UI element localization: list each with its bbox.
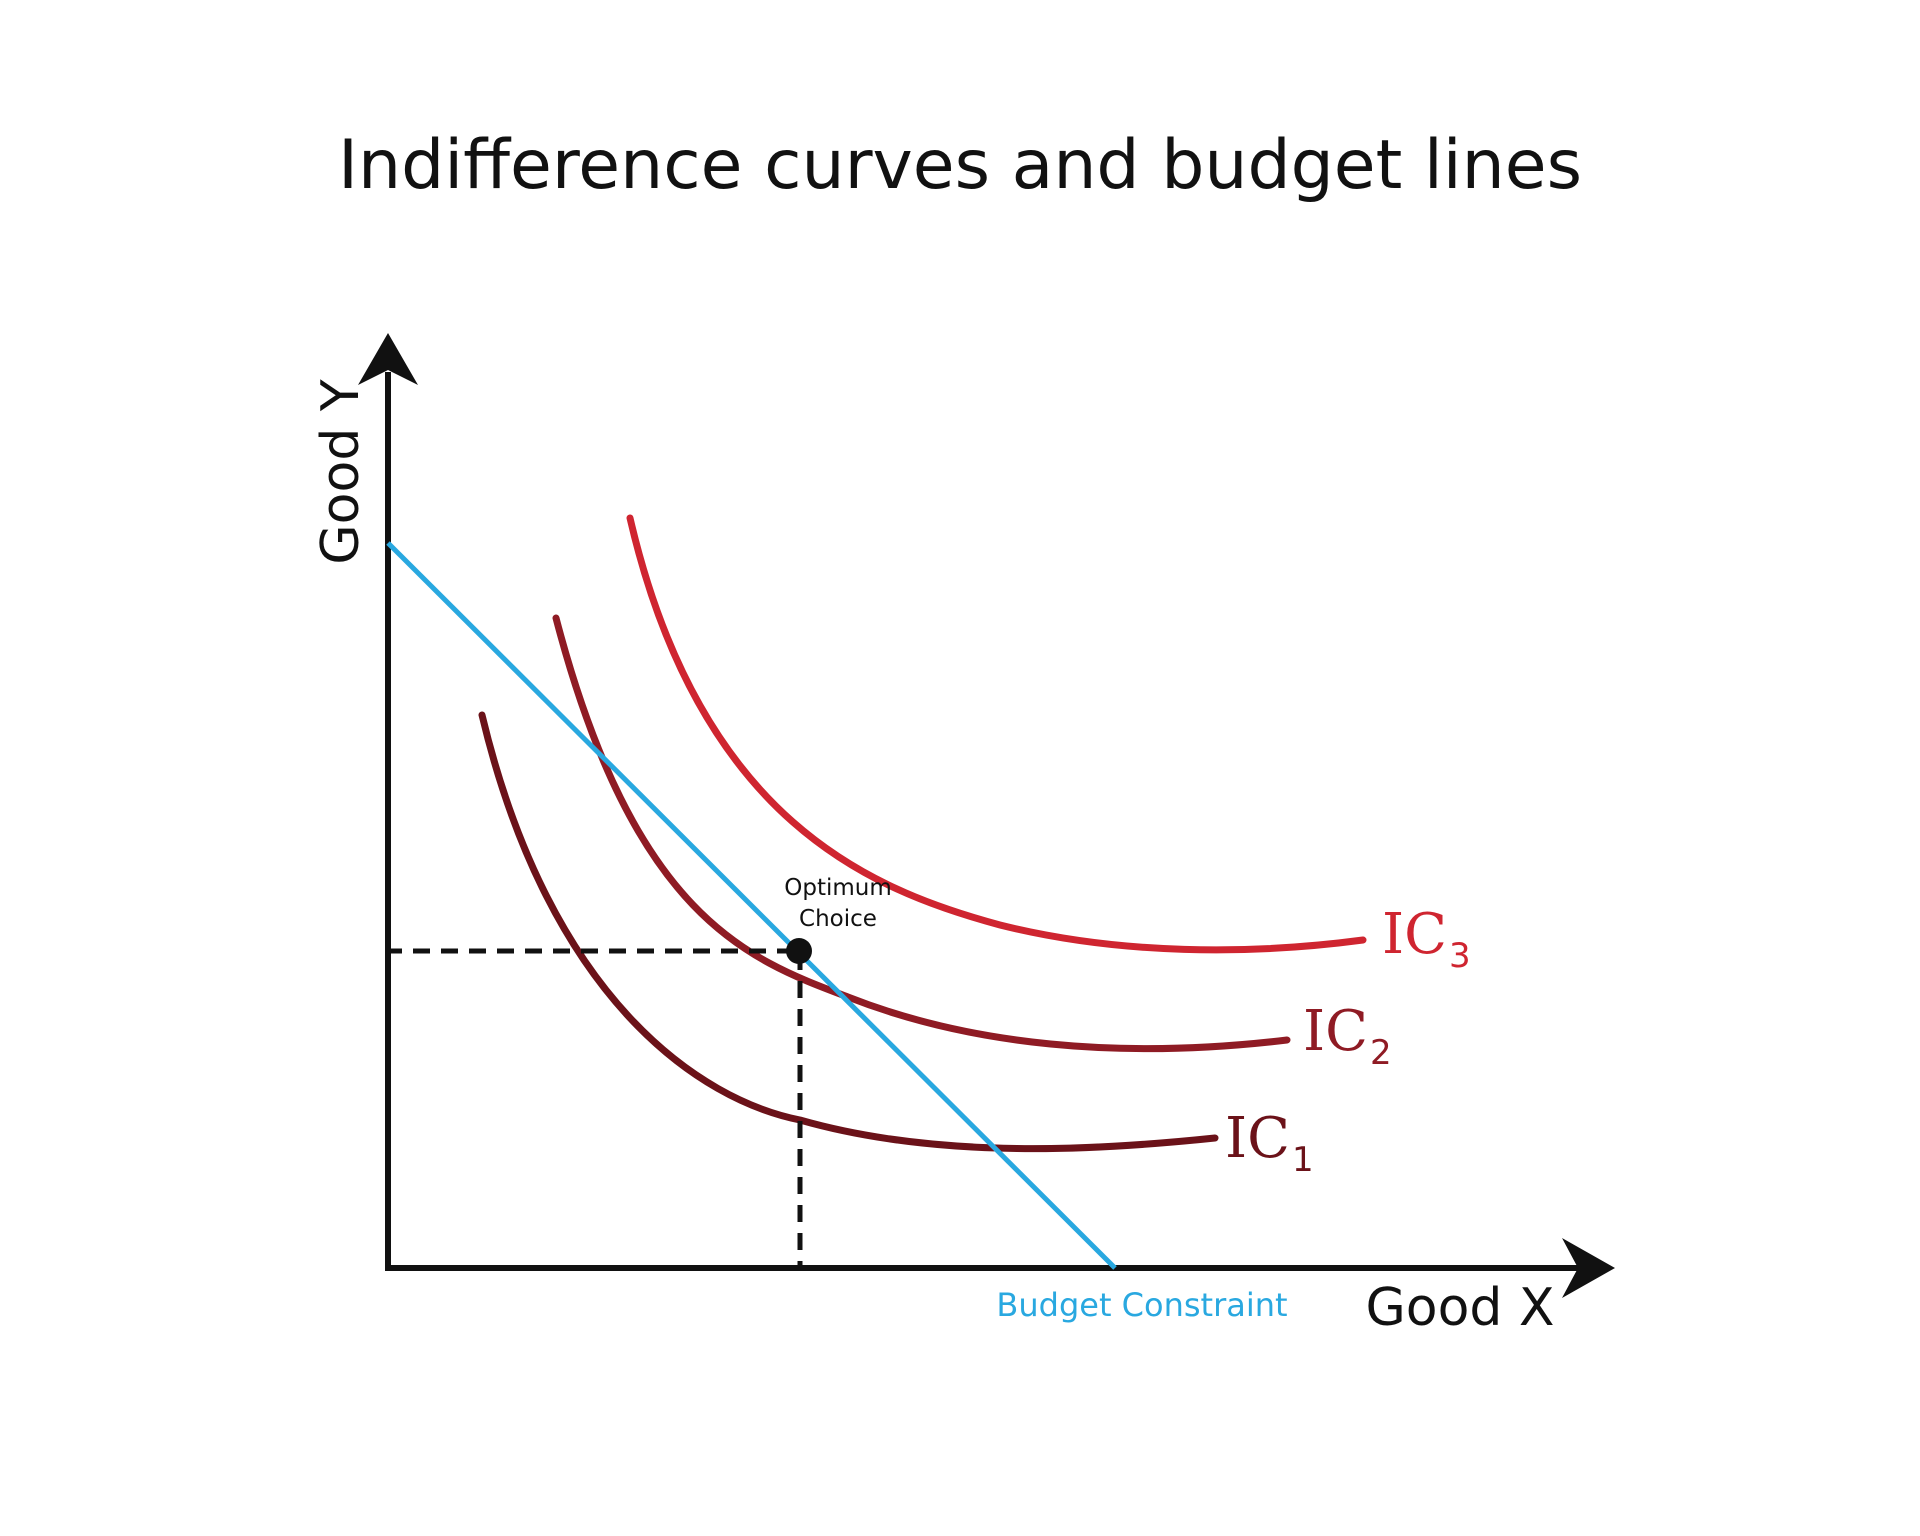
optimum-label-line1: Optimum — [784, 875, 892, 901]
ic1-curve — [478, 711, 1219, 1153]
ic3-curve — [626, 514, 1367, 954]
ic2-curve — [552, 614, 1291, 1053]
diagram-title: Indifference curves and budget lines — [338, 126, 1582, 205]
budget-constraint-label: Budget Constraint — [996, 1286, 1287, 1324]
optimum-label-line2: Choice — [799, 906, 877, 932]
axes — [358, 333, 1615, 1298]
x-axis-label: Good X — [1365, 1278, 1554, 1338]
x-axis-arrowhead — [1562, 1238, 1615, 1298]
optimum-point — [786, 938, 812, 964]
y-axis-label: Good Y — [311, 379, 371, 564]
ic1-label: IC1 — [1225, 1106, 1314, 1180]
ic3-label: IC3 — [1382, 902, 1471, 976]
budget-line — [386, 541, 1117, 1270]
y-axis-arrowhead — [358, 333, 418, 385]
ic2-label: IC2 — [1303, 999, 1392, 1073]
